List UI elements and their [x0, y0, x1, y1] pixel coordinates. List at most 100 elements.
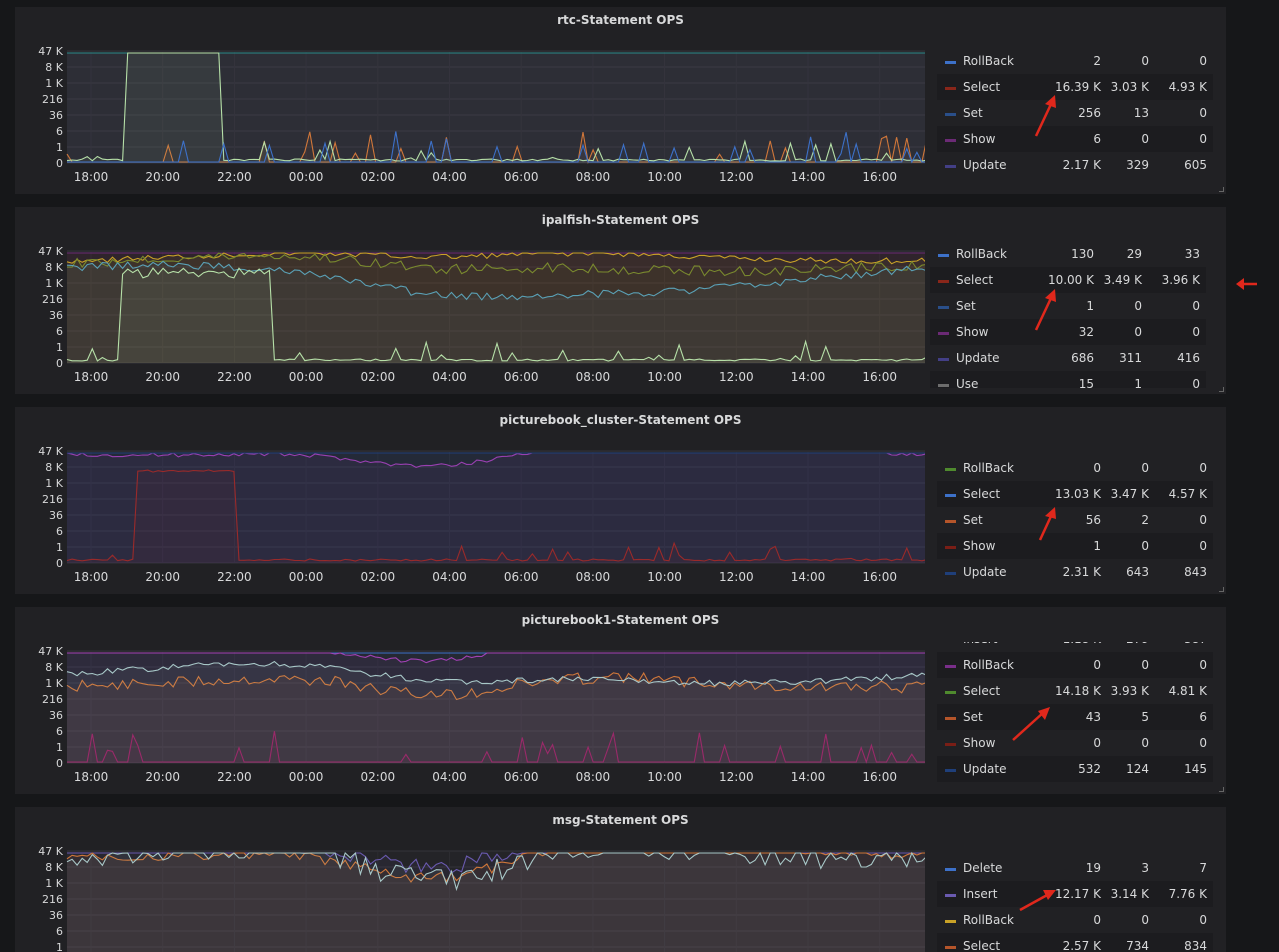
y-tick-label: 36 — [49, 509, 63, 522]
series-min: 0 — [1141, 54, 1149, 68]
panel-title[interactable]: picturebook_cluster-Statement OPS — [499, 413, 742, 427]
series-area — [67, 853, 925, 952]
series-min: 0 — [1141, 736, 1149, 750]
series-line — [66, 469, 925, 562]
legend-item[interactable]: RollBack 2 0 0 — [937, 48, 1213, 74]
panel-title[interactable]: ipalfish-Statement OPS — [541, 213, 700, 227]
legend-item[interactable]: Set 1 0 0 — [930, 293, 1206, 319]
panel-title[interactable]: msg-Statement OPS — [552, 813, 689, 827]
series-max: 32 — [1078, 325, 1094, 339]
graph[interactable]: 47 K8 K1 K2163661018:0020:0022:0000:0002… — [15, 807, 925, 952]
x-tick-label: 08:00 — [576, 570, 611, 584]
legend-item[interactable]: Show 32 0 0 — [930, 319, 1206, 345]
resize-handle-icon[interactable] — [1219, 187, 1224, 192]
series-max: 43 — [1085, 710, 1101, 724]
plot-area — [67, 451, 925, 563]
series-min: 3.03 K — [1110, 80, 1149, 94]
legend-item[interactable]: RollBack 0 0 0 — [937, 455, 1213, 481]
legend-item[interactable]: Update 686 311 416 — [930, 345, 1206, 371]
series-line — [67, 131, 925, 164]
legend-item[interactable]: Update 2.17 K 329 605 — [937, 152, 1213, 178]
x-tick-label: 16:00 — [862, 370, 897, 384]
y-tick-label: 0 — [56, 557, 63, 570]
legend-item[interactable]: Show 6 0 0 — [937, 126, 1213, 152]
series-swatch-icon — [938, 280, 949, 283]
x-tick-label: 18:00 — [74, 570, 109, 584]
legend-item[interactable]: Show 0 0 0 — [937, 730, 1213, 756]
y-tick-label: 6 — [56, 125, 63, 138]
y-tick-label: 47 K — [38, 245, 63, 258]
series-name: Insert — [963, 642, 997, 652]
series-line — [66, 252, 925, 265]
series-min: 3.47 K — [1110, 487, 1149, 501]
series-max: 0 — [1093, 658, 1101, 672]
series-swatch-icon — [945, 165, 956, 168]
series-swatch-icon — [945, 665, 956, 668]
legend-item[interactable]: RollBack 0 0 0 — [937, 907, 1213, 933]
series-area — [67, 253, 925, 363]
y-tick-label: 0 — [56, 157, 63, 170]
series-name: RollBack — [963, 658, 1014, 672]
resize-handle-icon[interactable] — [1219, 587, 1224, 592]
series-name: Delete — [963, 861, 1003, 875]
series-name: Set — [963, 513, 983, 527]
series-area — [67, 661, 925, 763]
series-min: 0 — [1141, 658, 1149, 672]
series-swatch-icon — [938, 358, 949, 361]
legend-item[interactable]: Set 43 5 6 — [937, 704, 1213, 730]
legend-item[interactable]: Show 1 0 0 — [937, 533, 1213, 559]
panel-title[interactable]: rtc-Statement OPS — [557, 13, 684, 27]
x-tick-label: 08:00 — [576, 770, 611, 784]
legend-item[interactable]: Select 2.57 K 734 834 — [937, 933, 1213, 952]
legend-item[interactable]: Select 10.00 K 3.49 K 3.96 K — [930, 267, 1206, 293]
x-tick-label: 02:00 — [361, 570, 396, 584]
series-swatch-icon — [945, 572, 956, 575]
series-avg: 605 — [1184, 158, 1207, 172]
series-max: 1.18 K — [1063, 642, 1101, 652]
series-name: Select — [963, 939, 1001, 952]
y-tick-label: 47 K — [38, 645, 63, 658]
legend-item[interactable]: Select 14.18 K 3.93 K 4.81 K — [937, 678, 1213, 704]
legend-item[interactable]: Update 532 124 145 — [937, 756, 1213, 782]
legend-item[interactable]: Use 15 1 0 — [930, 371, 1206, 388]
series-max: 2 — [1093, 54, 1101, 68]
y-tick-label: 1 K — [45, 677, 63, 690]
series-avg: 7.76 K — [1168, 887, 1207, 901]
legend-item[interactable]: Update 2.31 K 643 843 — [937, 559, 1213, 585]
series-swatch-icon — [945, 520, 956, 523]
legend-item[interactable]: RollBack 0 0 0 — [937, 652, 1213, 678]
panel-picturebook-cluster: picturebook_cluster-Statement OPS 47 K 8 … — [15, 407, 1226, 594]
resize-handle-icon[interactable] — [1219, 787, 1224, 792]
series-avg: 0 — [1199, 132, 1207, 146]
legend-item[interactable]: Delete 19 3 7 — [937, 855, 1213, 881]
x-tick-label: 00:00 — [289, 370, 324, 384]
series-avg: 4.93 K — [1168, 80, 1207, 94]
legend-item[interactable]: RollBack 130 29 33 — [930, 241, 1206, 267]
series-area — [67, 672, 925, 763]
series-min: 3.93 K — [1110, 684, 1149, 698]
y-tick-label: 216 — [42, 93, 63, 106]
resize-handle-icon[interactable] — [1219, 387, 1224, 392]
series-min: 3.49 K — [1103, 273, 1142, 287]
y-tick-label: 216 — [42, 293, 63, 306]
y-tick-label: 8 K — [45, 861, 63, 874]
legend-item[interactable]: Select 16.39 K 3.03 K 4.93 K — [937, 74, 1213, 100]
legend-item[interactable]: Insert 1.18 K 279 387 — [937, 642, 1213, 652]
series-max: 2.57 K — [1062, 939, 1101, 952]
legend-item[interactable]: Insert 12.17 K 3.14 K 7.76 K — [937, 881, 1213, 907]
legend-item[interactable]: Select 13.03 K 3.47 K 4.57 K — [937, 481, 1213, 507]
x-tick-label: 02:00 — [361, 370, 396, 384]
legend-item[interactable]: Set 256 13 0 — [937, 100, 1213, 126]
series-max: 56 — [1085, 513, 1101, 527]
x-tick-label: 20:00 — [145, 370, 180, 384]
series-area — [67, 131, 925, 163]
series-swatch-icon — [945, 691, 956, 694]
x-tick-label: 02:00 — [361, 170, 396, 184]
legend-item[interactable]: Set 56 2 0 — [937, 507, 1213, 533]
panel-title[interactable]: picturebook1-Statement OPS — [521, 613, 720, 627]
x-tick-label: 22:00 — [217, 370, 252, 384]
